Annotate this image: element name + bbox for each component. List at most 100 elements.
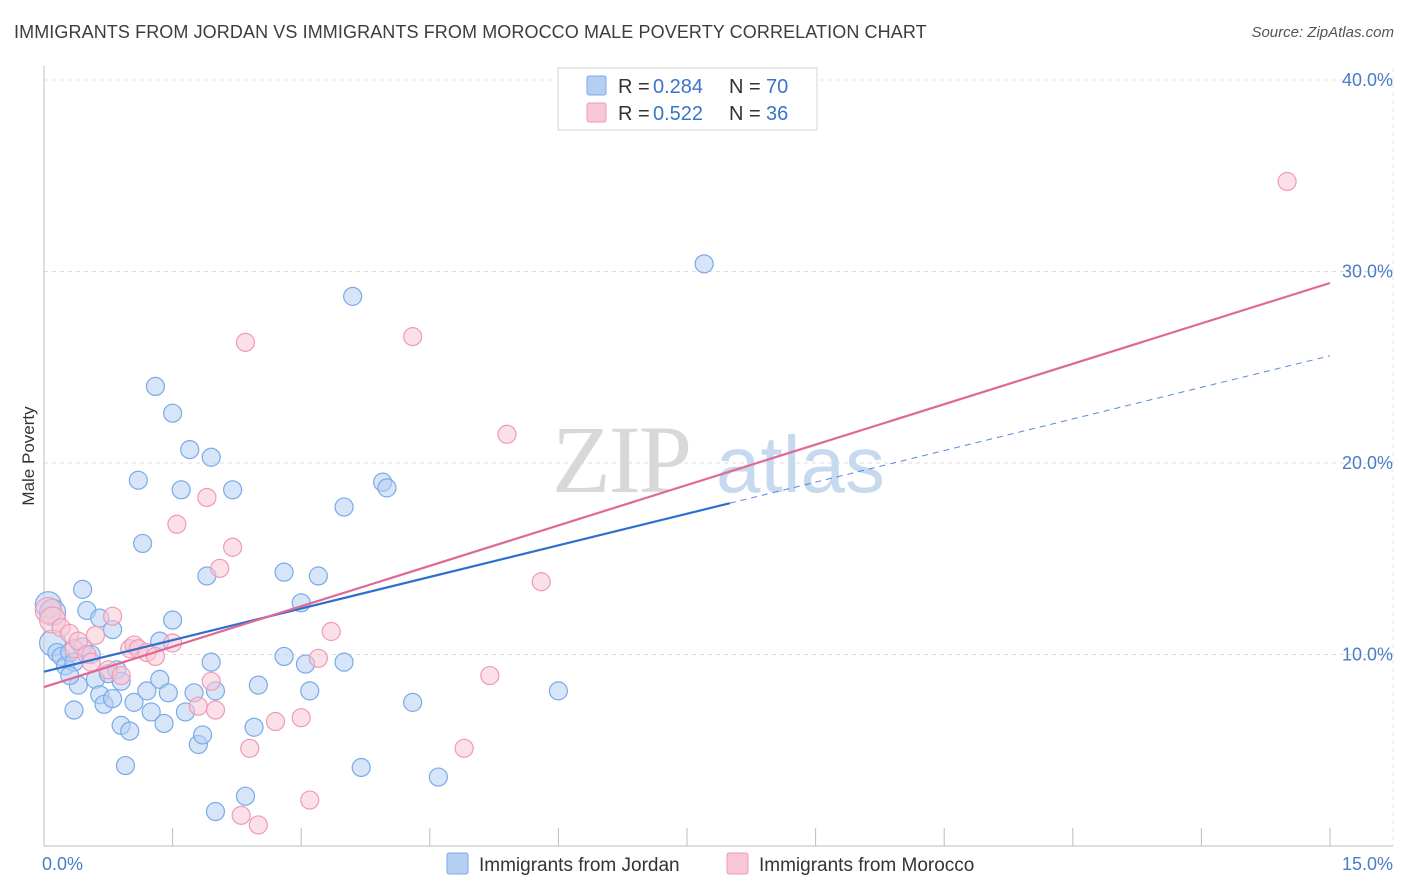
morocco-point-10 bbox=[102, 606, 123, 626]
series-morocco-points bbox=[34, 171, 1297, 835]
jordan-point-20 bbox=[102, 688, 123, 709]
jordan-point-25 bbox=[120, 721, 140, 741]
jordan-point-40 bbox=[180, 439, 200, 460]
jordan-point-35 bbox=[158, 683, 178, 703]
jordan-point-65 bbox=[403, 692, 423, 712]
morocco-point-34 bbox=[403, 327, 423, 347]
jordan-point-37 bbox=[163, 403, 183, 423]
jordan-point-11 bbox=[72, 579, 93, 599]
x-tick-label-max: 15.0% bbox=[1342, 854, 1393, 874]
morocco-point-18 bbox=[167, 514, 187, 534]
morocco-point-8 bbox=[85, 625, 106, 645]
correlation-legend: R = 0.284 N = 70 R = 0.522 N = 36 bbox=[557, 67, 818, 131]
jordan-point-61 bbox=[343, 286, 363, 306]
jordan-point-33 bbox=[150, 669, 170, 689]
morocco-point-38 bbox=[531, 572, 551, 592]
jordan-point-58 bbox=[308, 566, 328, 586]
morocco-point-16 bbox=[145, 646, 166, 667]
series-legend: Immigrants from Jordan Immigrants from M… bbox=[446, 852, 974, 876]
jordan-point-57 bbox=[300, 681, 320, 701]
jordan-point-26 bbox=[124, 692, 144, 712]
morocco-point-32 bbox=[308, 648, 328, 668]
y-tick-label-30: 30.0% bbox=[1342, 262, 1393, 282]
morocco-point-27 bbox=[240, 738, 260, 758]
morocco-point-29 bbox=[265, 711, 286, 732]
jordan-point-60 bbox=[334, 497, 354, 517]
jordan-point-62 bbox=[351, 757, 371, 778]
series-legend-swatch-morocco bbox=[726, 852, 749, 875]
series-jordan-points bbox=[34, 254, 714, 822]
legend-r-label-jordan: R = bbox=[618, 76, 655, 98]
morocco-point-31 bbox=[300, 790, 320, 810]
jordan-point-24 bbox=[115, 755, 136, 776]
morocco-point-37 bbox=[497, 424, 517, 444]
morocco-point-36 bbox=[480, 665, 500, 686]
morocco-point-21 bbox=[201, 671, 221, 691]
legend-n-value-jordan: 70 bbox=[766, 76, 788, 98]
legend-n-label-morocco: N = bbox=[729, 103, 766, 125]
legend-r-value-jordan: 0.284 bbox=[653, 76, 703, 98]
legend-swatch-morocco bbox=[586, 102, 607, 123]
y-tick-labels: 10.0% 20.0% 30.0% 40.0% bbox=[1342, 70, 1393, 665]
morocco-point-33 bbox=[321, 621, 341, 642]
morocco-point-24 bbox=[223, 537, 243, 557]
morocco-point-11 bbox=[111, 665, 131, 686]
morocco-point-28 bbox=[248, 815, 268, 835]
jordan-point-34 bbox=[154, 713, 174, 734]
jordan-point-52 bbox=[248, 675, 268, 695]
jordan-point-46 bbox=[201, 447, 221, 467]
trend-line-morocco bbox=[43, 281, 1331, 689]
jordan-point-64 bbox=[377, 478, 397, 498]
jordan-point-29 bbox=[137, 681, 157, 701]
jordan-point-48 bbox=[205, 801, 226, 822]
jordan-point-51 bbox=[244, 717, 264, 737]
x-tick-label-min: 0.0% bbox=[42, 854, 83, 874]
jordan-point-59 bbox=[334, 652, 354, 672]
jordan-point-50 bbox=[235, 786, 256, 806]
jordan-point-30 bbox=[141, 702, 161, 722]
jordan-point-27 bbox=[128, 470, 148, 490]
jordan-point-54 bbox=[274, 646, 294, 667]
series-legend-label-jordan: Immigrants from Jordan bbox=[479, 855, 680, 876]
watermark-zip: ZIP bbox=[552, 406, 690, 513]
jordan-point-67 bbox=[548, 681, 569, 701]
axes bbox=[43, 66, 1393, 847]
legend-n-value-morocco: 36 bbox=[766, 103, 788, 125]
series-legend-label-morocco: Immigrants from Morocco bbox=[759, 855, 974, 876]
morocco-point-20 bbox=[197, 487, 217, 508]
legend-r-value-morocco: 0.522 bbox=[653, 103, 703, 125]
trend-line-jordan bbox=[43, 502, 731, 673]
trend-line-jordan-projection bbox=[729, 355, 1331, 504]
jordan-point-66 bbox=[428, 767, 448, 787]
y-tick-label-20: 20.0% bbox=[1342, 453, 1393, 473]
jordan-point-36 bbox=[163, 610, 183, 630]
morocco-point-26 bbox=[235, 332, 256, 352]
series-legend-swatch-jordan bbox=[446, 852, 469, 875]
morocco-point-5 bbox=[68, 631, 88, 651]
y-axis-label: Male Poverty bbox=[19, 406, 38, 506]
jordan-point-68 bbox=[694, 254, 714, 274]
trend-lines bbox=[43, 281, 1331, 689]
jordan-point-45 bbox=[201, 652, 221, 672]
morocco-point-30 bbox=[291, 708, 311, 728]
morocco-point-22 bbox=[205, 700, 226, 720]
watermark: ZIP atlas bbox=[552, 406, 885, 513]
legend-swatch-jordan bbox=[586, 75, 607, 96]
jordan-point-31 bbox=[145, 376, 166, 396]
morocco-point-25 bbox=[231, 805, 251, 825]
jordan-point-28 bbox=[132, 533, 153, 554]
watermark-atlas: atlas bbox=[716, 420, 885, 509]
legend-r-label-morocco: R = bbox=[618, 103, 655, 125]
y-tick-label-40: 40.0% bbox=[1342, 70, 1393, 90]
chart-title: IMMIGRANTS FROM JORDAN VS IMMIGRANTS FRO… bbox=[14, 22, 927, 42]
y-tick-label-10: 10.0% bbox=[1342, 645, 1393, 665]
jordan-point-53 bbox=[274, 562, 294, 582]
morocco-point-39 bbox=[1277, 171, 1297, 192]
source-credit: Source: ZipAtlas.com bbox=[1251, 24, 1394, 41]
jordan-point-43 bbox=[193, 725, 213, 745]
jordan-point-49 bbox=[223, 480, 243, 500]
jordan-point-38 bbox=[171, 480, 191, 500]
morocco-point-23 bbox=[210, 558, 230, 578]
jordan-point-8 bbox=[64, 700, 84, 720]
